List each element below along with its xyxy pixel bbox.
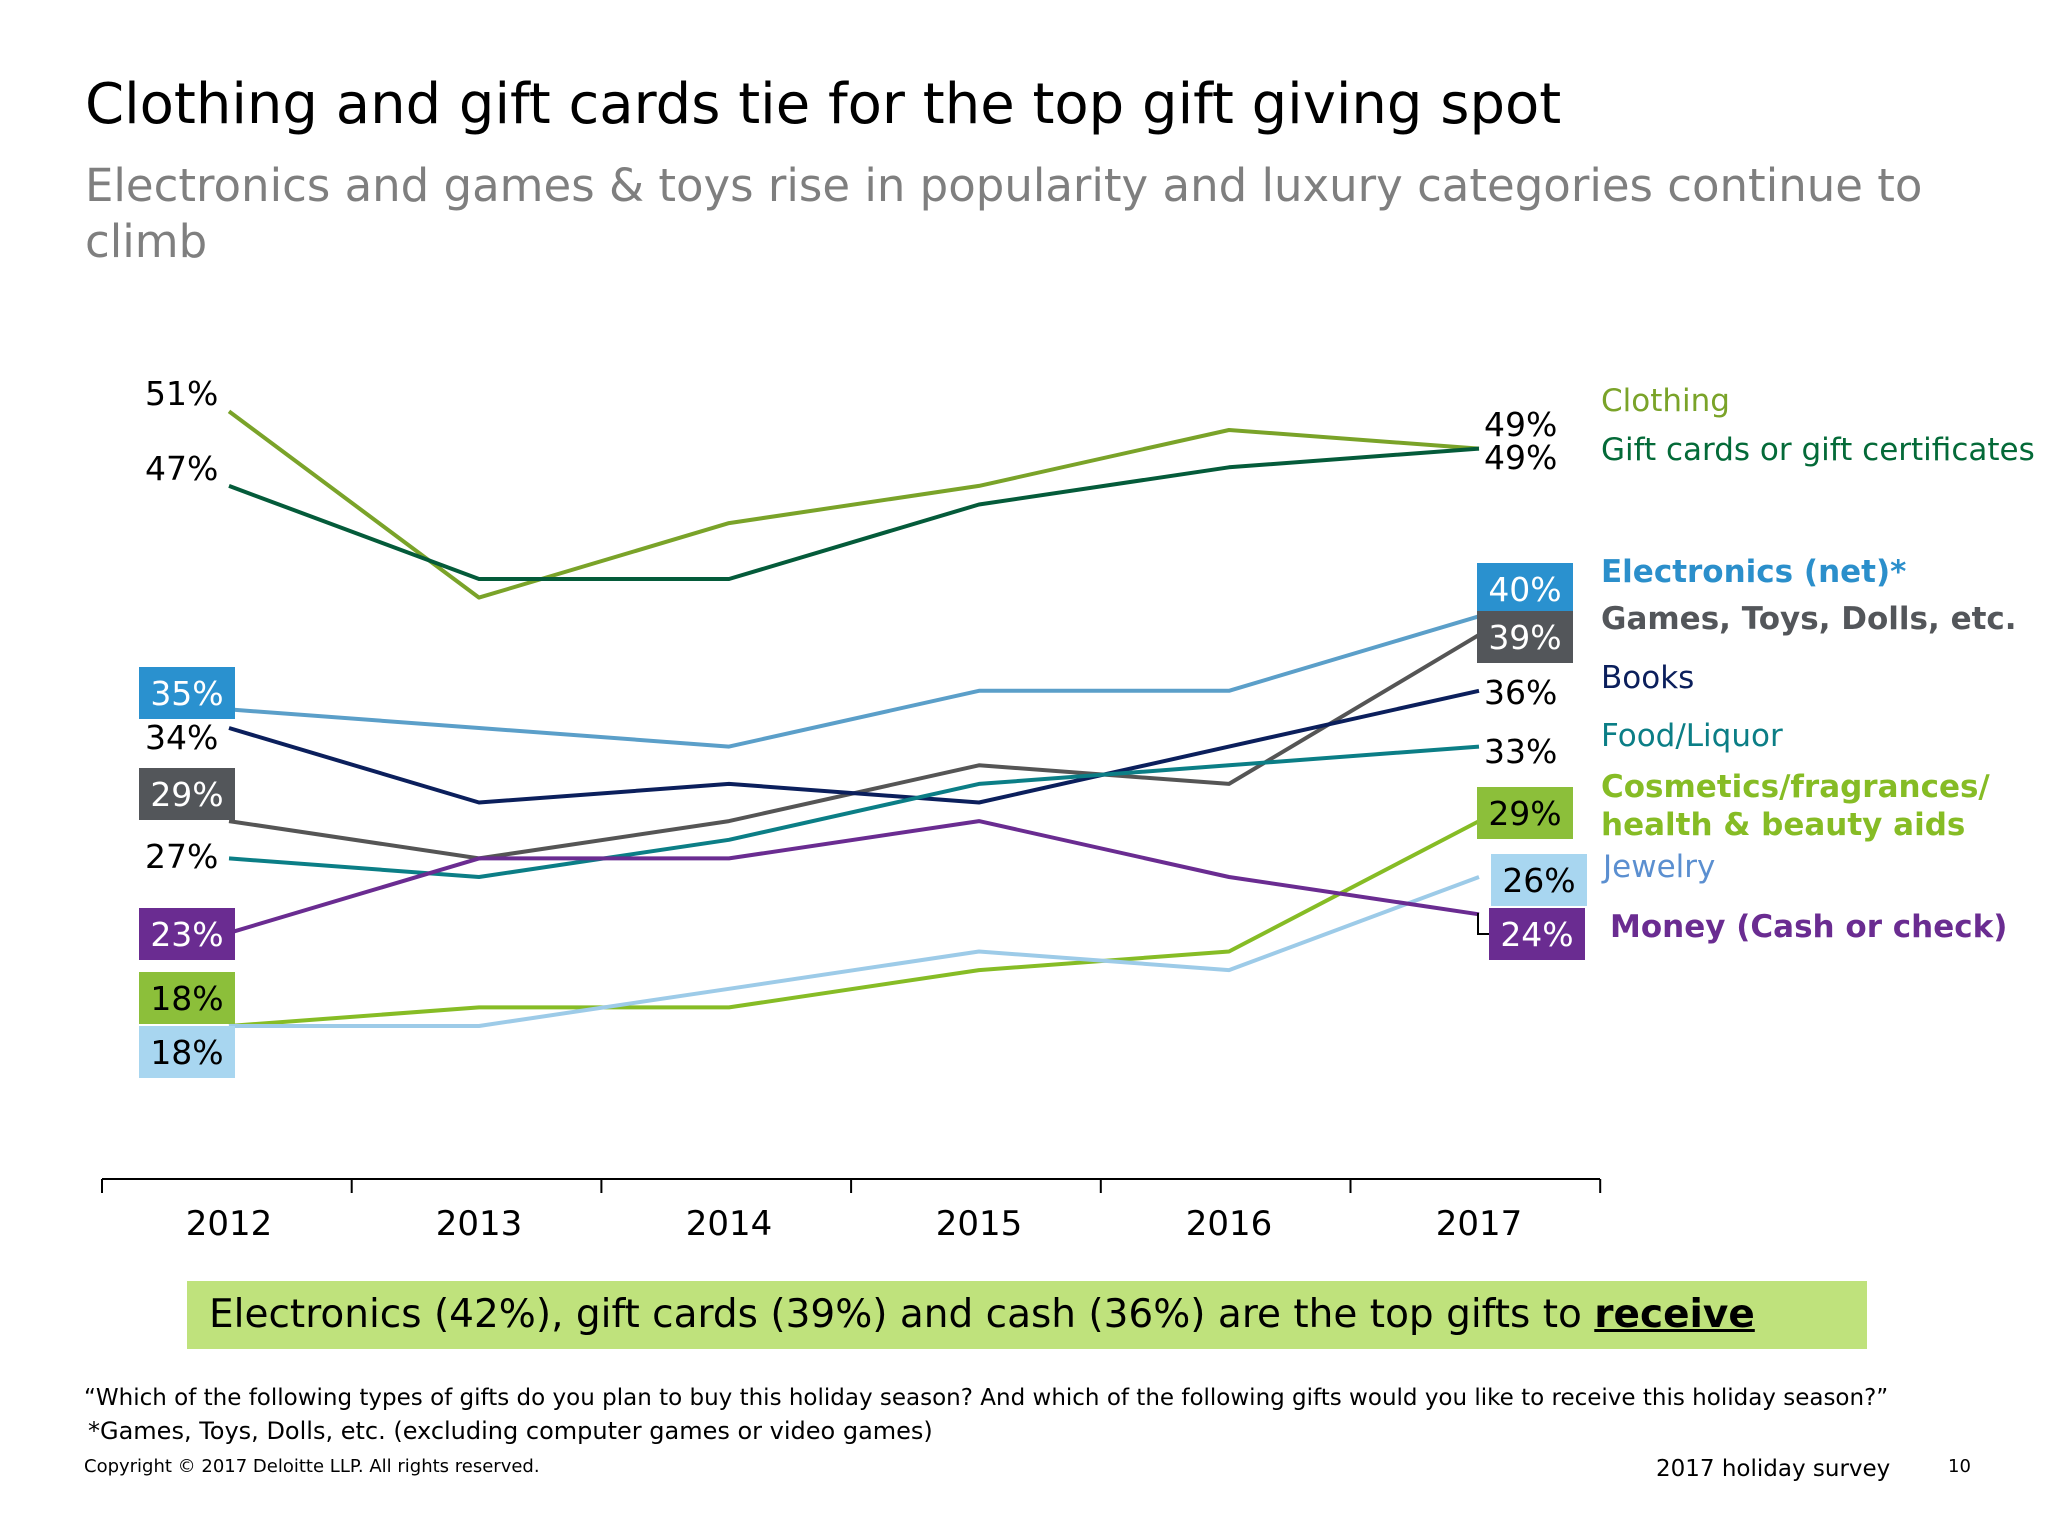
callout-text: Electronics (42%), gift cards (39%) and … xyxy=(209,1292,1595,1337)
page-title: Clothing and gift cards tie for the top … xyxy=(85,72,1562,137)
series-line-jewelry xyxy=(229,875,1480,1028)
series-line-games-toys-dolls-etc xyxy=(228,633,1481,861)
receive-callout: Electronics (42%), gift cards (39%) and … xyxy=(187,1281,1867,1349)
start-label-box-electronics-net xyxy=(139,667,235,719)
series-name-jewelry: Jewelry xyxy=(1601,849,1715,885)
callout-emphasis: receive xyxy=(1594,1292,1755,1337)
start-label-food-liquor: 27% xyxy=(145,837,218,876)
series-line-electronics-net xyxy=(228,614,1480,749)
start-label-games-toys-dolls-etc: 29% xyxy=(150,775,223,814)
end-label-cosmetics-fragrances-health-beauty-aids: 29% xyxy=(1488,794,1561,833)
line-chart: 2012 2013 2014 2015 2016 2017 51% 49% Clothing 47… xyxy=(101,374,2035,1240)
end-label-box-money-cash-or-check xyxy=(1489,908,1585,960)
series-line-money-cash-or-check xyxy=(228,819,1480,935)
end-label-games-toys-dolls-etc: 39% xyxy=(1488,618,1561,657)
start-label-box-jewelry xyxy=(139,1026,235,1078)
end-label-books: 36% xyxy=(1484,673,1557,712)
x-tick-label-2017: 2017 xyxy=(1436,1204,1523,1240)
end-label-box-jewelry xyxy=(1491,854,1587,906)
x-tick-label-2013: 2013 xyxy=(436,1204,523,1240)
money-label-connector xyxy=(1477,913,1489,935)
x-tick-label-2015: 2015 xyxy=(936,1204,1023,1240)
series-name-clothing: Clothing xyxy=(1601,383,1730,419)
x-tick-label-2016: 2016 xyxy=(1186,1204,1273,1240)
start-label-electronics-net: 35% xyxy=(150,674,223,713)
series-name-cosmetics-fragrances-health-beauty-aids: Cosmetics/fragrances/health & beauty aid… xyxy=(1601,769,1990,843)
start-label-books: 34% xyxy=(145,718,218,757)
series-line-clothing xyxy=(227,409,1480,600)
end-label-electronics-net: 40% xyxy=(1488,570,1561,609)
start-label-jewelry: 18% xyxy=(150,1033,223,1072)
start-label-gift-cards-or-gift-certificates: 47% xyxy=(145,449,218,488)
end-label-money-cash-or-check: 24% xyxy=(1500,915,1573,954)
end-label-food-liquor: 33% xyxy=(1484,732,1557,771)
copyright: Copyright © 2017 Deloitte LLP. All right… xyxy=(84,1456,540,1477)
end-label-clothing: 49% xyxy=(1484,405,1557,444)
page-subtitle: Electronics and games & toys rise in pop… xyxy=(85,159,1923,268)
series-name-books: Books xyxy=(1601,660,1694,696)
start-label-clothing: 51% xyxy=(145,374,218,413)
series-line-cosmetics-fragrances-health-beauty-aids xyxy=(228,819,1480,1028)
series-line-gift-cards-or-gift-certificates xyxy=(228,446,1480,581)
survey-question-footnote: “Which of the following types of gifts d… xyxy=(84,1385,1889,1411)
x-tick-label-2012: 2012 xyxy=(186,1204,273,1240)
asterisk-footnote: *Games, Toys, Dolls, etc. (excluding com… xyxy=(88,1417,933,1445)
start-label-box-games-toys-dolls-etc xyxy=(139,768,235,820)
start-label-box-cosmetics-fragrances-health-beauty-aids xyxy=(139,972,235,1024)
end-label-gift-cards-or-gift-certificates: 49% xyxy=(1484,438,1557,477)
series-name-games-toys-dolls-etc: Games, Toys, Dolls, etc. xyxy=(1601,601,2017,637)
series-name-electronics-net: Electronics (net)* xyxy=(1601,554,1906,590)
start-label-cosmetics-fragrances-health-beauty-aids: 18% xyxy=(150,979,223,1018)
end-label-jewelry: 26% xyxy=(1502,861,1575,900)
x-tick-label-2014: 2014 xyxy=(686,1204,773,1240)
start-label-box-money-cash-or-check xyxy=(139,908,235,960)
end-label-box-games-toys-dolls-etc xyxy=(1477,611,1573,663)
page-number: 10 xyxy=(1948,1456,1971,1477)
series-line-books xyxy=(228,688,1480,805)
survey-name: 2017 holiday survey xyxy=(1656,1456,1891,1482)
end-label-box-electronics-net xyxy=(1477,563,1573,615)
end-label-box-cosmetics-fragrances-health-beauty-aids xyxy=(1477,787,1573,839)
series-name-money-cash-or-check: Money (Cash or check) xyxy=(1610,909,2007,945)
series-name-gift-cards-or-gift-certificates: Gift cards or gift certificates xyxy=(1601,432,2035,468)
start-label-money-cash-or-check: 23% xyxy=(150,915,223,954)
series-line-food-liquor xyxy=(228,744,1480,879)
series-name-food-liquor: Food/Liquor xyxy=(1601,718,1783,754)
